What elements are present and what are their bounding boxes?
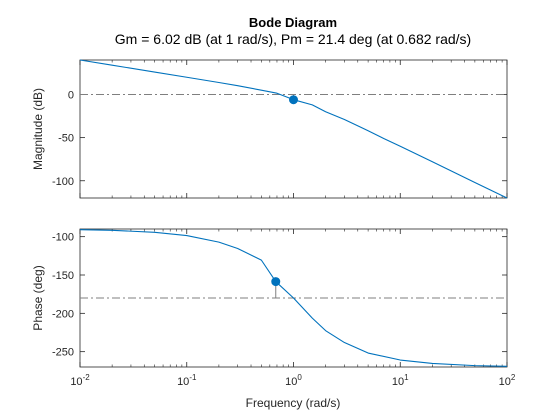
phase-y-tick-label: -150 bbox=[52, 270, 74, 282]
magnitude-axis-label: Magnitude (dB) bbox=[31, 88, 45, 170]
x-tick-label-exponent: 2 bbox=[511, 373, 516, 382]
magnitude-panel: 0 -50 -100 bbox=[52, 59, 508, 199]
phase-margin-marker bbox=[271, 277, 281, 287]
magnitude-y-tick-label: -50 bbox=[58, 133, 74, 145]
x-tick-labels: 10-2 10-1 100 101 102 bbox=[70, 373, 516, 388]
x-tick-label: 101 bbox=[392, 373, 409, 388]
x-tick-label-base: 10 bbox=[285, 376, 297, 388]
x-tick-label: 102 bbox=[499, 373, 516, 388]
x-tick-label-exponent: -1 bbox=[189, 373, 197, 382]
phase-response-line bbox=[79, 229, 508, 367]
magnitude-y-tick-label: 0 bbox=[68, 90, 74, 102]
phase-panel: -100 -150 -200 -250 bbox=[52, 228, 508, 368]
x-tick-label-base: 10 bbox=[70, 376, 82, 388]
frequency-axis-label: Frequency (rad/s) bbox=[246, 396, 341, 410]
phase-y-tick-label: -200 bbox=[52, 308, 74, 320]
magnitude-axes-box bbox=[79, 59, 508, 199]
x-tick-label-exponent: -2 bbox=[83, 373, 91, 382]
x-tick-label-exponent: 1 bbox=[404, 373, 409, 382]
x-tick-label: 10-1 bbox=[177, 373, 197, 388]
chart-subtitle: Gm = 6.02 dB (at 1 rad/s), Pm = 21.4 deg… bbox=[115, 31, 471, 47]
magnitude-response-line bbox=[79, 59, 508, 199]
x-tick-label: 100 bbox=[285, 373, 302, 388]
x-tick-label-base: 10 bbox=[177, 376, 189, 388]
x-tick-label-exponent: 0 bbox=[297, 373, 302, 382]
x-tick-label-base: 10 bbox=[499, 376, 511, 388]
x-tick-label: 10-2 bbox=[70, 373, 90, 388]
phase-axis-label: Phase (deg) bbox=[31, 265, 45, 330]
phase-y-tick-label: -250 bbox=[52, 347, 74, 359]
magnitude-y-tick-label: -100 bbox=[52, 176, 74, 188]
phase-y-tick-label: -100 bbox=[52, 232, 74, 244]
magnitude-margin-marker bbox=[289, 95, 298, 105]
chart-title: Bode Diagram bbox=[249, 15, 337, 30]
x-tick-label-base: 10 bbox=[392, 376, 404, 388]
